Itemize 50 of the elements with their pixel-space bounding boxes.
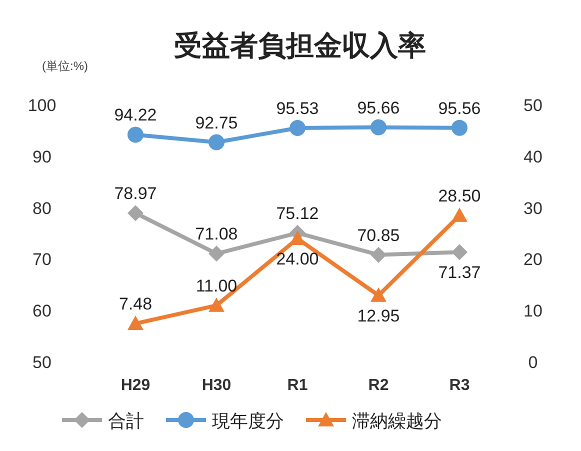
x-tick-label: R2 (368, 377, 389, 394)
point (370, 287, 386, 302)
data-label: 95.53 (276, 98, 319, 118)
data-label: 78.97 (114, 184, 157, 204)
y2-tick-label: 30 (524, 198, 542, 218)
x-tick-label: H29 (120, 377, 150, 394)
y-tick-label: 50 (32, 353, 52, 372)
point (452, 244, 468, 260)
legend-label: 現年度分 (212, 411, 284, 431)
legend-label: 合計 (108, 411, 144, 431)
chart-title: 受益者負担金収入率 (174, 30, 426, 61)
data-label: 95.56 (438, 98, 481, 118)
point (208, 134, 224, 150)
x-tick-label: R1 (287, 377, 308, 394)
x-tick-label: R3 (449, 377, 470, 394)
y2-tick-label: 10 (524, 302, 542, 321)
x-tick-label: H30 (202, 377, 232, 394)
data-label: 71.08 (195, 224, 238, 244)
y-tick-label: 100 (28, 96, 56, 115)
data-label: 95.66 (357, 98, 400, 118)
point (208, 246, 224, 262)
data-label: 28.50 (438, 186, 481, 206)
y-tick-label: 90 (32, 147, 52, 166)
data-label: 11.00 (196, 276, 238, 296)
data-label: 71.37 (438, 263, 481, 282)
point (290, 120, 306, 136)
data-label: 24.00 (276, 250, 319, 269)
y-tick-label: 80 (32, 198, 52, 218)
y2-tick-label: 0 (528, 353, 538, 372)
data-label: 94.22 (114, 106, 157, 125)
point (370, 246, 386, 263)
y2-tick-label: 50 (524, 96, 542, 115)
point (128, 316, 144, 330)
y-tick-label: 60 (32, 302, 52, 321)
data-label: 7.48 (118, 294, 152, 314)
point (128, 126, 144, 143)
legend-label: 滞納繰越分 (352, 411, 442, 431)
data-label: 70.85 (357, 226, 400, 245)
point (452, 208, 468, 222)
y2-tick-label: 40 (524, 147, 542, 166)
y2-tick-label: 20 (524, 250, 542, 270)
point (128, 205, 144, 222)
text: (単位:%) (42, 59, 88, 73)
point (370, 119, 386, 136)
data-label: 75.12 (276, 204, 319, 223)
point (208, 297, 224, 312)
y-tick-label: 70 (32, 250, 52, 270)
point (452, 120, 468, 136)
data-label: 12.95 (357, 306, 400, 326)
data-label: 92.75 (195, 113, 238, 132)
